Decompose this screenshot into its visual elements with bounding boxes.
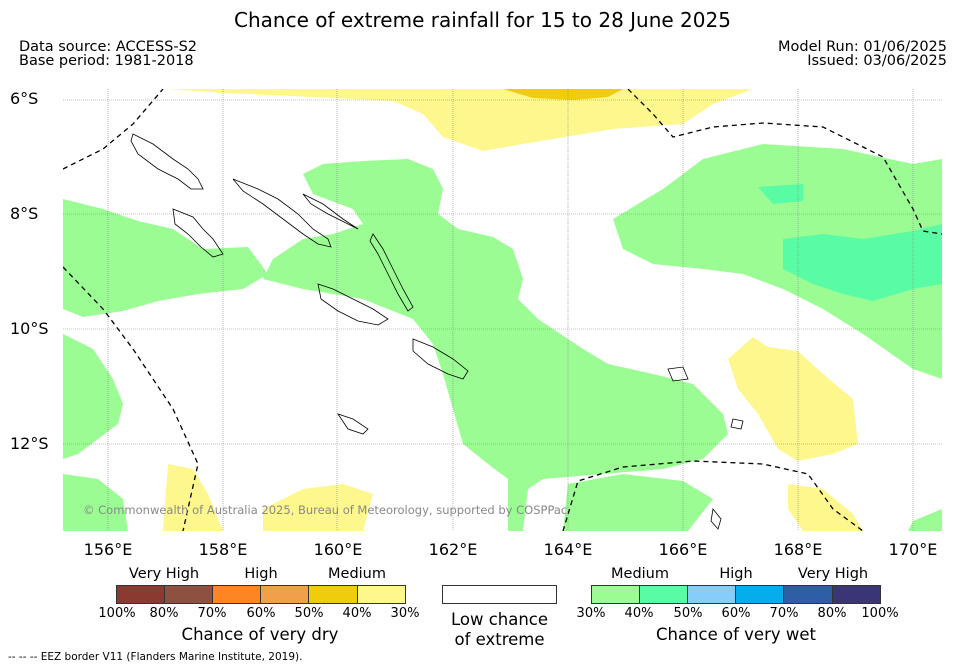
- wet-region-west: [63, 199, 268, 317]
- lon-label-158e: 158°E: [198, 540, 248, 559]
- dry-category-medium: Medium: [328, 566, 386, 582]
- wet-swatch-30-40: [591, 585, 640, 604]
- eez-footnote: -- -- -- EEZ border V11 (Flanders Marine…: [8, 651, 303, 663]
- dry-tick: 60%: [246, 606, 276, 621]
- dry-tick: 30%: [390, 606, 420, 621]
- dry-region-south-west: [163, 464, 223, 531]
- island-bougainville: [130, 133, 204, 190]
- dry-tick: 50%: [294, 606, 324, 621]
- model-run-info: Model Run: 01/06/2025 Issued: 03/06/2025: [777, 39, 947, 69]
- wet-region-east: [613, 144, 942, 379]
- wet-category-very-high: Very High: [797, 566, 869, 582]
- lat-label-12s: 12°S: [10, 434, 49, 453]
- wet-swatch-70-80: [783, 585, 833, 604]
- island-vanikoro: [667, 366, 689, 382]
- island-tinakula: [730, 418, 744, 430]
- copyright-notice: © Commonwealth of Australia 2025, Bureau…: [83, 503, 568, 517]
- lon-label-170e: 170°E: [888, 540, 938, 559]
- data-source-info: Data source: ACCESS-S2 Base period: 1981…: [19, 39, 198, 69]
- wet-tick: 80%: [817, 606, 847, 621]
- data-source-line: Data source: ACCESS-S2: [19, 39, 198, 55]
- island-santa-isabel: [302, 193, 359, 230]
- low-chance-swatch: [442, 585, 557, 604]
- dry-tick: 70%: [197, 606, 227, 621]
- wet-swatch-40-50: [639, 585, 688, 604]
- dry-swatch-80-70: [164, 585, 213, 604]
- low-chance-line1: Low chance: [450, 610, 549, 629]
- dry-tick: 100%: [98, 606, 136, 621]
- island-guadalcanal: [317, 283, 389, 326]
- dry-swatch-60-50: [260, 585, 309, 604]
- dry-tick: 40%: [342, 606, 372, 621]
- wet-tick: 30%: [576, 606, 606, 621]
- wet-legend-title: Chance of very wet: [656, 625, 816, 644]
- dry-tick: 80%: [149, 606, 179, 621]
- dry-region-southeast: [788, 484, 863, 531]
- lon-label-164e: 164°E: [543, 540, 593, 559]
- dry-category-very-high: Very High: [128, 566, 200, 582]
- base-period-line: Base period: 1981-2018: [19, 53, 194, 69]
- wet-region-southwest: [63, 334, 123, 459]
- wet-tick: 50%: [673, 606, 703, 621]
- wet-swatch-60-70: [735, 585, 784, 604]
- low-chance-label: Low chance of extreme: [442, 610, 557, 650]
- lon-label-160e: 160°E: [313, 540, 363, 559]
- wet-tick: 100%: [861, 606, 899, 621]
- issued-line: Issued: 03/06/2025: [807, 53, 947, 69]
- island-makira: [412, 338, 469, 380]
- wet-tick: 40%: [624, 606, 654, 621]
- wet-swatch-50-60: [687, 585, 736, 604]
- lon-label-156e: 156°E: [83, 540, 133, 559]
- dry-swatch-100-80: [116, 585, 165, 604]
- high-wet-patch: [758, 184, 803, 204]
- dry-legend-title: Chance of very dry: [181, 625, 339, 644]
- lon-label-162e: 162°E: [428, 540, 478, 559]
- wet-region-central: [263, 159, 728, 531]
- dry-swatch-40-30: [357, 585, 406, 604]
- model-run-line: Model Run: 01/06/2025: [777, 39, 947, 55]
- very-dry-patch: [503, 89, 623, 100]
- dry-region-east: [728, 337, 858, 461]
- dry-swatch-70-60: [212, 585, 261, 604]
- lat-label-10s: 10°S: [10, 319, 49, 338]
- dry-region-north: [168, 89, 753, 151]
- rainfall-map: [63, 89, 942, 531]
- island-choiseul: [232, 178, 332, 248]
- wet-category-high: High: [719, 566, 753, 582]
- map-title: Chance of extreme rainfall for 15 to 28 …: [234, 8, 731, 32]
- dry-swatch-50-40: [308, 585, 358, 604]
- dry-region-south-mid: [263, 484, 373, 531]
- wet-tick: 70%: [769, 606, 799, 621]
- wet-tick: 60%: [721, 606, 751, 621]
- island-rennell: [337, 413, 369, 435]
- wet-category-medium: Medium: [611, 566, 669, 582]
- coastlines: [130, 133, 744, 530]
- wet-region-southeast: [908, 509, 942, 531]
- wet-region-south: [63, 474, 128, 531]
- lon-label-166e: 166°E: [658, 540, 708, 559]
- wet-swatch-80-100: [832, 585, 881, 604]
- high-wet-region-east: [783, 224, 942, 301]
- island-new-georgia: [172, 208, 224, 258]
- graticule: [63, 89, 942, 531]
- lat-label-8s: 8°S: [10, 204, 39, 223]
- wet-region-south-central: [563, 474, 713, 531]
- island-malaita: [369, 233, 414, 312]
- low-chance-line2: of extreme: [454, 630, 545, 649]
- island-south: [710, 508, 722, 530]
- eez-border: [63, 89, 942, 531]
- lon-label-168e: 168°E: [773, 540, 823, 559]
- dry-category-high: High: [244, 566, 278, 582]
- lat-label-6s: 6°S: [10, 89, 39, 108]
